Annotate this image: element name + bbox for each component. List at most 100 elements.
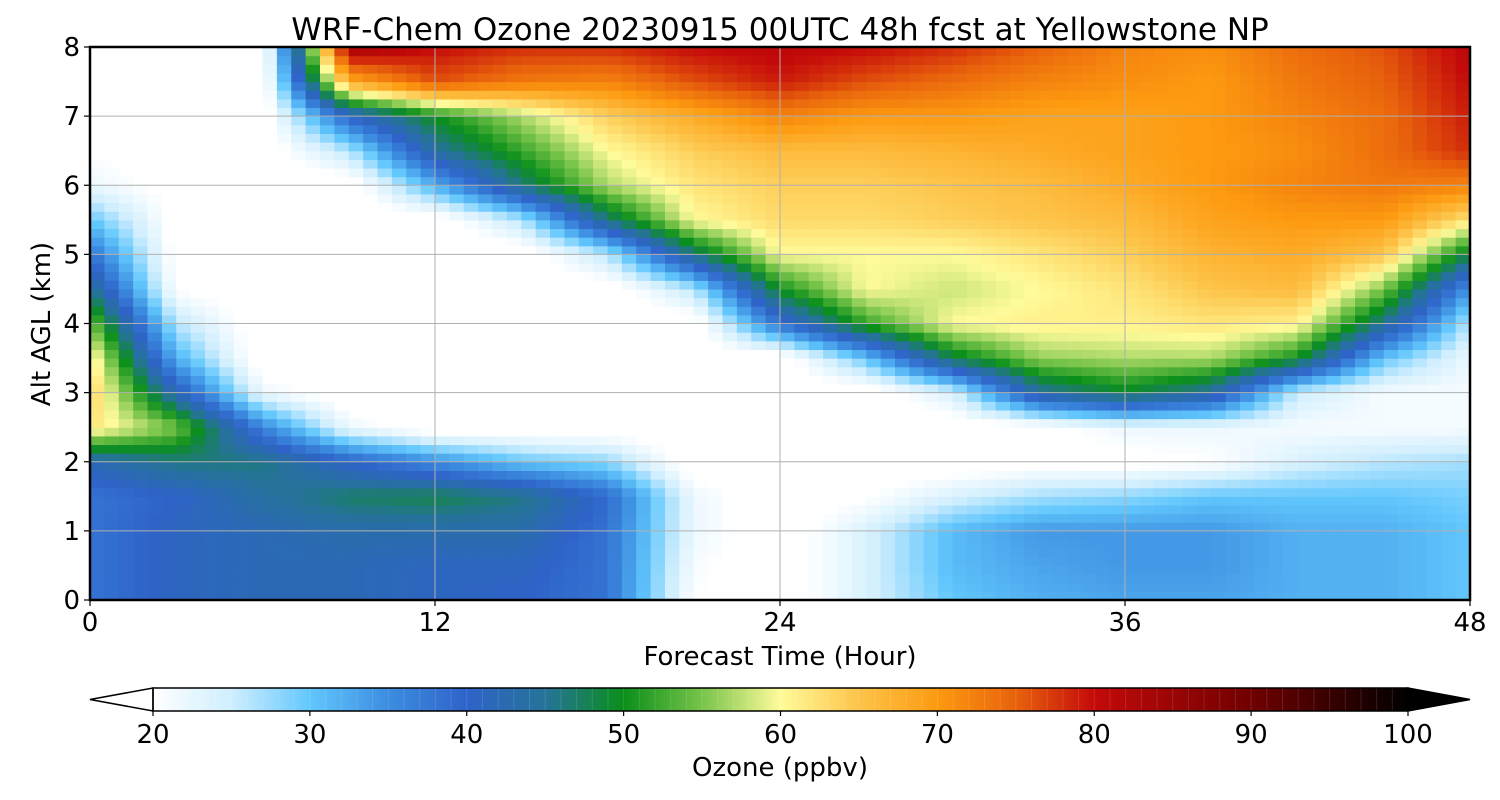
heatmap-cell	[1268, 444, 1284, 454]
heatmap-cell	[564, 358, 580, 368]
heatmap-cell	[1211, 314, 1227, 325]
heatmap-cell	[923, 392, 939, 402]
heatmap-cell	[808, 366, 824, 376]
heatmap-cell	[1297, 150, 1313, 160]
heatmap-cell	[363, 479, 379, 489]
heatmap-cell	[679, 349, 695, 359]
heatmap-cell	[305, 306, 321, 316]
heatmap-cell	[866, 349, 882, 359]
heatmap-cell	[363, 401, 379, 411]
heatmap-cell	[1254, 150, 1270, 160]
heatmap-cell	[406, 349, 422, 359]
heatmap-cell	[1369, 167, 1385, 178]
heatmap-cell	[880, 314, 896, 325]
heatmap-cell	[190, 556, 206, 567]
heatmap-cell	[1182, 461, 1198, 471]
heatmap-cell	[550, 340, 565, 351]
heatmap-cell	[363, 556, 379, 567]
heatmap-cell	[981, 193, 997, 204]
heatmap-cell	[808, 565, 824, 575]
heatmap-cell	[1182, 358, 1198, 368]
heatmap-cell	[981, 271, 997, 281]
heatmap-cell	[1024, 159, 1040, 169]
heatmap-cell	[161, 548, 177, 558]
heatmap-cell	[981, 582, 997, 592]
heatmap-cell	[593, 444, 609, 454]
heatmap-cell	[1383, 574, 1399, 584]
heatmap-cell	[90, 461, 105, 471]
heatmap-cell	[1038, 409, 1054, 420]
heatmap-cell	[1038, 565, 1054, 575]
heatmap-cell	[205, 582, 220, 592]
heatmap-cell	[406, 297, 422, 307]
heatmap-cell	[506, 263, 522, 273]
heatmap-cell	[233, 479, 249, 489]
heatmap-cell	[535, 358, 551, 368]
heatmap-cell	[823, 418, 839, 428]
heatmap-cell	[1110, 565, 1126, 575]
heatmap-cell	[406, 409, 422, 420]
heatmap-cell	[1139, 245, 1155, 255]
heatmap-cell	[1383, 392, 1399, 402]
heatmap-cell	[176, 219, 192, 230]
heatmap-cell	[578, 504, 594, 515]
heatmap-cell	[923, 539, 939, 549]
heatmap-cell	[1067, 323, 1083, 333]
heatmap-cell	[1168, 366, 1184, 376]
heatmap-cell	[205, 245, 220, 255]
heatmap-cell	[751, 565, 767, 575]
heatmap-cell	[780, 219, 795, 230]
heatmap-cell	[176, 254, 192, 264]
heatmap-cell	[1311, 332, 1327, 342]
heatmap-cell	[966, 453, 982, 463]
heatmap-cell	[1398, 349, 1414, 359]
heatmap-cell	[449, 271, 465, 281]
heatmap-cell	[1426, 392, 1442, 402]
heatmap-cell	[765, 297, 781, 307]
heatmap-cell	[808, 513, 824, 523]
heatmap-cell	[995, 150, 1011, 160]
heatmap-cell	[161, 314, 177, 325]
heatmap-cell	[1081, 271, 1097, 281]
heatmap-cell	[1096, 418, 1112, 428]
heatmap-cell	[478, 556, 494, 567]
heatmap-cell	[1225, 211, 1241, 221]
heatmap-cell	[133, 392, 149, 402]
heatmap-cell	[1254, 591, 1270, 600]
heatmap-cell	[851, 358, 867, 368]
heatmap-cell	[722, 193, 738, 204]
heatmap-cell	[104, 288, 120, 299]
heatmap-cell	[391, 323, 407, 333]
heatmap-cell	[1110, 340, 1126, 351]
heatmap-cell	[478, 280, 494, 290]
heatmap-cell	[463, 461, 479, 471]
heatmap-cell	[1211, 288, 1227, 299]
heatmap-cell	[693, 444, 709, 454]
heatmap-cell	[1398, 159, 1414, 169]
heatmap-cell	[1398, 565, 1414, 575]
heatmap-cell	[823, 504, 839, 515]
heatmap-cell	[248, 159, 264, 169]
heatmap-cell	[578, 150, 594, 160]
heatmap-cell	[880, 401, 896, 411]
heatmap-cell	[1125, 522, 1140, 532]
heatmap-cell	[995, 496, 1011, 506]
heatmap-cell	[1196, 167, 1212, 178]
heatmap-cell	[1153, 176, 1169, 186]
heatmap-cell	[693, 401, 709, 411]
heatmap-cell	[1182, 211, 1198, 221]
heatmap-cell	[147, 280, 163, 290]
heatmap-cell	[521, 366, 537, 376]
heatmap-cell	[1168, 202, 1184, 212]
heatmap-cell	[1398, 366, 1414, 376]
heatmap-cell	[391, 271, 407, 281]
heatmap-cell	[780, 383, 795, 394]
heatmap-cell	[593, 228, 609, 238]
heatmap-cell	[506, 427, 522, 437]
heatmap-cell	[1326, 185, 1342, 195]
heatmap-cell	[1182, 582, 1198, 592]
heatmap-cell	[348, 513, 364, 523]
heatmap-cell	[578, 591, 594, 600]
heatmap-cell	[334, 228, 350, 238]
heatmap-cell	[952, 453, 968, 463]
